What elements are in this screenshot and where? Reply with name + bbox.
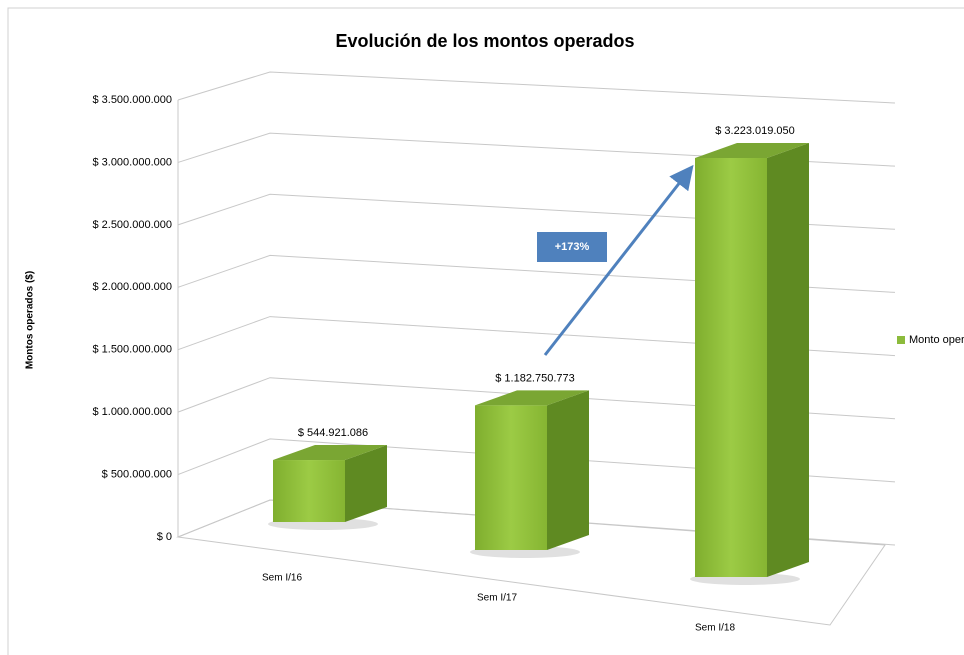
chart-border xyxy=(7,7,964,655)
y-tick-label: $ 500.000.000 xyxy=(102,468,172,480)
bar xyxy=(695,158,767,578)
legend-swatch xyxy=(897,336,905,344)
grid-line xyxy=(177,132,896,167)
bar-top xyxy=(695,143,809,159)
grid-line xyxy=(177,254,896,293)
grid-line xyxy=(177,316,896,357)
y-tick-label: $ 2.000.000.000 xyxy=(92,281,172,293)
bar-side xyxy=(767,143,809,578)
x-tick-label: Sem I/18 xyxy=(695,623,735,634)
data-label: $ 3.223.019.050 xyxy=(715,125,795,137)
grid-line xyxy=(177,71,896,104)
bar xyxy=(273,460,345,522)
grid-line xyxy=(177,377,896,420)
legend-label: Monto operado xyxy=(909,334,964,346)
bar-top xyxy=(273,445,387,461)
grid-line xyxy=(177,438,896,483)
annotation: +173% xyxy=(555,241,590,253)
bar-side xyxy=(547,390,589,550)
bar-top xyxy=(475,390,589,406)
y-tick-label: $ 3.500.000.000 xyxy=(92,94,172,106)
grid-line xyxy=(177,193,896,230)
x-tick-label: Sem I/17 xyxy=(477,593,517,604)
data-label: $ 544.921.086 xyxy=(298,427,368,439)
y-tick-label: $ 0 xyxy=(157,531,172,543)
annotation-box xyxy=(537,232,607,262)
y-axis-label: Montos operados ($) xyxy=(25,271,36,369)
bar-side xyxy=(345,445,387,522)
x-tick-label: Sem I/16 xyxy=(262,573,302,584)
data-label: $ 1.182.750.773 xyxy=(495,372,575,384)
grid-line xyxy=(177,499,896,546)
y-tick-label: $ 1.500.000.000 xyxy=(92,344,172,356)
y-tick-label: $ 1.000.000.000 xyxy=(92,406,172,418)
chart-title: Evolución de los montos operados xyxy=(335,31,634,51)
bar xyxy=(475,405,547,550)
y-tick-label: $ 3.000.000.000 xyxy=(92,156,172,168)
y-tick-label: $ 2.500.000.000 xyxy=(92,219,172,231)
arrow xyxy=(543,164,694,356)
